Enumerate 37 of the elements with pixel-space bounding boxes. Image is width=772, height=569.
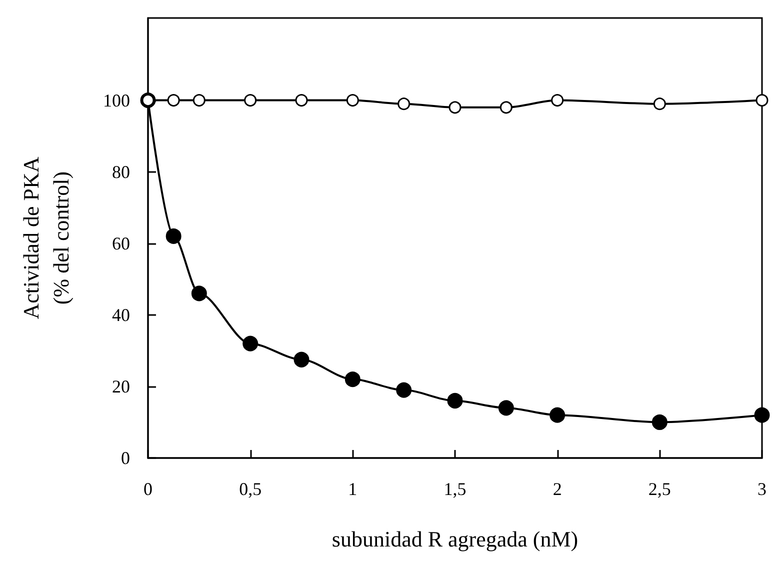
- x-tick-label: 0,5: [239, 479, 262, 499]
- point: [191, 286, 207, 302]
- y-axis-title: Actividad de PKA (% del control): [18, 156, 74, 320]
- y-tick-label: 80: [112, 162, 130, 182]
- x-axis-title: subunidad R agregada (nM): [332, 526, 578, 552]
- point: [550, 407, 566, 423]
- point: [448, 101, 462, 114]
- point: [498, 400, 514, 416]
- x-tick-label: 2: [552, 479, 562, 499]
- point: [756, 94, 768, 107]
- point: [192, 94, 206, 107]
- point: [398, 98, 410, 110]
- point: [653, 98, 666, 110]
- x-tick-label: 1,5: [444, 479, 466, 499]
- x-tick-label: 2,5: [648, 479, 671, 499]
- x-tick-label: 1: [348, 479, 358, 499]
- point: [346, 94, 359, 107]
- point: [344, 372, 360, 388]
- x-tick-label: 3: [758, 479, 766, 499]
- point: [295, 94, 308, 107]
- point: [652, 414, 668, 430]
- point: [500, 101, 512, 114]
- point: [551, 94, 564, 107]
- y-tick-label: 0: [121, 448, 130, 468]
- point: [447, 393, 463, 409]
- point: [294, 352, 310, 368]
- point: [242, 336, 258, 352]
- point: [167, 94, 180, 107]
- y-tick-label: 20: [112, 376, 130, 396]
- y-tick-label: 60: [112, 233, 130, 254]
- x-tick-label: 0: [144, 479, 152, 499]
- point: [166, 228, 182, 244]
- y-tick-label: 40: [112, 304, 130, 325]
- y-tick-label: 100: [103, 90, 130, 110]
- point: [244, 94, 257, 107]
- point: [396, 382, 412, 398]
- point: [754, 407, 770, 423]
